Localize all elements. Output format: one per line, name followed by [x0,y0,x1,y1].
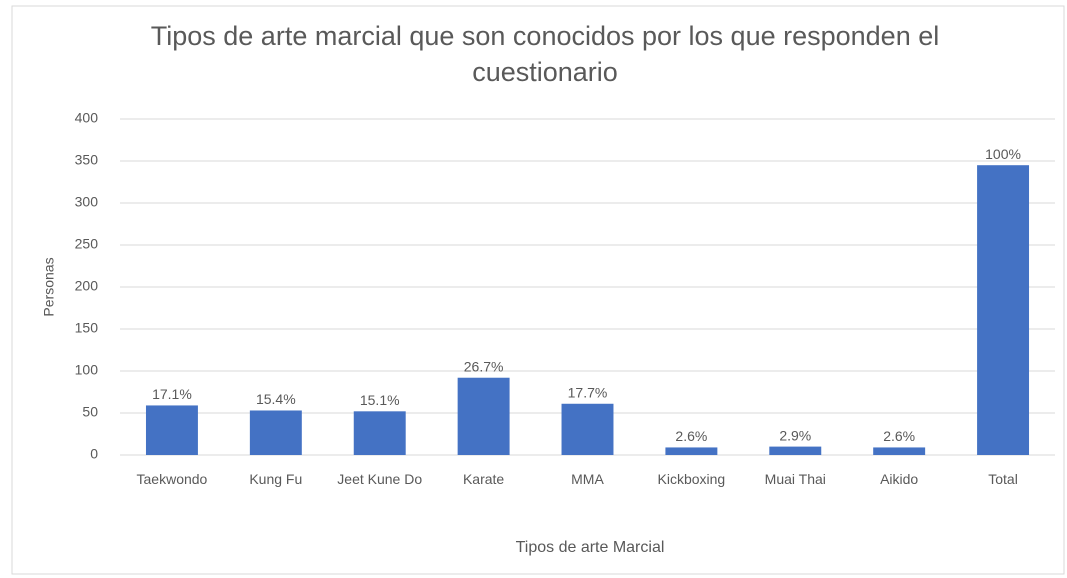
data-label: 2.6% [883,428,915,444]
bar [145,405,198,455]
bar [353,411,406,455]
bar [561,403,614,455]
y-tick-label: 300 [75,194,99,210]
x-tick-box: MMA [571,471,604,487]
x-tick-label: Taekwondo [136,471,208,487]
x-tick-box: Jeet Kune Do [337,471,423,487]
x-tick-label: MMA [571,471,604,487]
y-tick-label: 0 [90,446,98,462]
chart-title: Tipos de arte marcial que son conocidos … [150,21,940,87]
x-tick-box: Karate [462,471,505,487]
title-box: Tipos de arte marcial que son conocidos … [150,21,940,87]
bar [769,446,822,455]
data-label: 17.1% [152,386,192,402]
x-tick-box: Muai Thai [764,471,826,487]
x-tick-label: Total [988,471,1018,487]
bar [249,410,302,455]
data-label: 26.7% [464,358,504,374]
bar [977,165,1030,455]
x-tick-label: Aikido [880,471,919,487]
y-tick-label: 400 [75,110,99,126]
data-label: 2.6% [675,428,707,444]
x-tick-label: Karate [462,471,505,487]
x-tick-box: Kung Fu [249,471,303,487]
y-tick-label: 350 [75,152,99,168]
x-tick-box: Taekwondo [136,471,208,487]
bar [665,447,718,455]
y-tick-label: 200 [75,278,99,294]
data-label: 15.1% [360,392,400,408]
data-label: 15.4% [256,391,296,407]
data-label: 17.7% [568,384,608,400]
x-tick-label: Kickboxing [657,471,726,487]
x-tick-box: Kickboxing [657,471,726,487]
bar [873,447,926,455]
y-tick-label: 150 [75,320,99,336]
y-tick-label: 100 [75,362,99,378]
x-axis-title: Tipos de arte Marcial [516,539,665,556]
bar [457,377,510,455]
x-tick-label: Jeet Kune Do [337,471,423,487]
x-tick-box: Aikido [880,471,919,487]
x-tick-label: Kung Fu [249,471,303,487]
x-tick-box: Total [988,471,1018,487]
chart-border [11,5,1065,575]
y-axis-title: Personas [41,257,57,316]
data-label: 100% [985,146,1021,162]
x-tick-label: Muai Thai [764,471,826,487]
y-tick-label: 50 [82,404,98,420]
y-tick-label: 250 [75,236,99,252]
data-label: 2.9% [779,427,811,443]
